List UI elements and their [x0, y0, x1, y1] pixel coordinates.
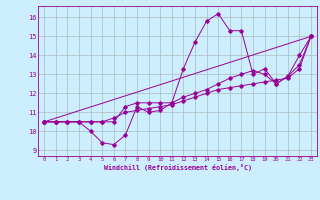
X-axis label: Windchill (Refroidissement éolien,°C): Windchill (Refroidissement éolien,°C)	[104, 164, 252, 171]
